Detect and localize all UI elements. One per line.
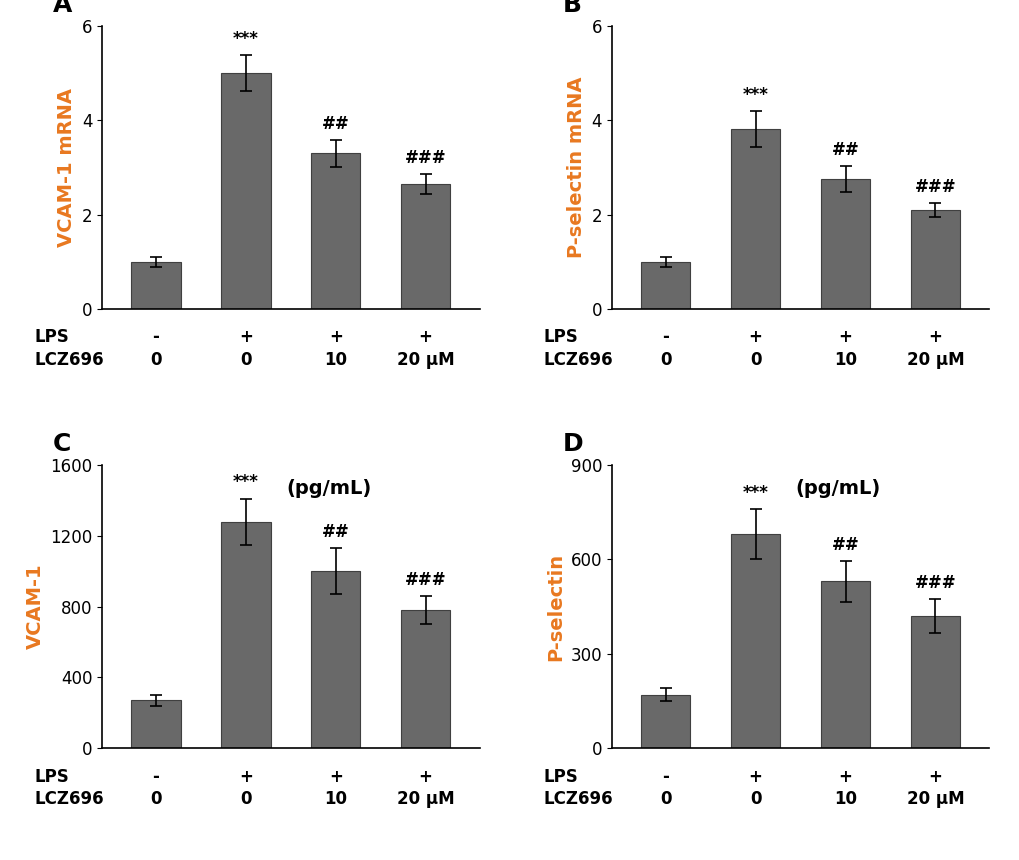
- Text: -: -: [153, 329, 159, 347]
- Bar: [221, 73, 270, 309]
- Text: ###: ###: [405, 149, 446, 167]
- Bar: [640, 695, 690, 748]
- Text: ###: ###: [914, 178, 956, 196]
- Text: ##: ##: [830, 536, 859, 554]
- Text: ###: ###: [914, 574, 956, 592]
- Text: +: +: [238, 767, 253, 785]
- Text: 20 μM: 20 μM: [396, 351, 454, 369]
- Text: 20 μM: 20 μM: [906, 351, 963, 369]
- Text: 0: 0: [749, 351, 760, 369]
- Text: LCZ696: LCZ696: [543, 351, 612, 369]
- Text: -: -: [661, 329, 668, 347]
- Bar: [131, 262, 180, 309]
- Y-axis label: P-selectin mRNA: P-selectin mRNA: [567, 77, 585, 258]
- Text: +: +: [238, 329, 253, 347]
- Text: 0: 0: [239, 790, 252, 808]
- Text: +: +: [927, 767, 942, 785]
- Bar: [400, 184, 450, 309]
- Text: 0: 0: [659, 790, 671, 808]
- Text: -: -: [661, 767, 668, 785]
- Text: ***: ***: [232, 474, 259, 491]
- Text: ##: ##: [322, 523, 350, 541]
- Bar: [820, 179, 869, 309]
- Text: +: +: [838, 329, 852, 347]
- Bar: [311, 153, 360, 309]
- Bar: [400, 610, 450, 748]
- Bar: [910, 210, 959, 309]
- Text: LCZ696: LCZ696: [34, 351, 104, 369]
- Text: 0: 0: [150, 351, 162, 369]
- Bar: [731, 534, 780, 748]
- Text: +: +: [927, 329, 942, 347]
- Text: +: +: [419, 767, 432, 785]
- Text: (pg/mL): (pg/mL): [285, 479, 371, 498]
- Text: +: +: [748, 767, 762, 785]
- Text: B: B: [562, 0, 581, 17]
- Text: 10: 10: [324, 351, 346, 369]
- Text: A: A: [53, 0, 72, 17]
- Text: 10: 10: [324, 790, 346, 808]
- Bar: [910, 616, 959, 748]
- Text: +: +: [328, 329, 342, 347]
- Bar: [820, 581, 869, 748]
- Text: LCZ696: LCZ696: [34, 790, 104, 808]
- Text: 0: 0: [150, 790, 162, 808]
- Text: 10: 10: [834, 351, 856, 369]
- Text: (pg/mL): (pg/mL): [795, 479, 880, 498]
- Text: LPS: LPS: [543, 767, 578, 785]
- Bar: [731, 129, 780, 309]
- Text: ###: ###: [405, 571, 446, 589]
- Text: +: +: [328, 767, 342, 785]
- Text: ##: ##: [830, 141, 859, 159]
- Y-axis label: VCAM-1 mRNA: VCAM-1 mRNA: [57, 88, 76, 247]
- Text: +: +: [419, 329, 432, 347]
- Text: ***: ***: [742, 484, 768, 502]
- Bar: [311, 571, 360, 748]
- Text: LCZ696: LCZ696: [543, 790, 612, 808]
- Text: LPS: LPS: [543, 329, 578, 347]
- Text: 0: 0: [749, 790, 760, 808]
- Text: 20 μM: 20 μM: [396, 790, 454, 808]
- Text: ***: ***: [232, 30, 259, 48]
- Text: 20 μM: 20 μM: [906, 790, 963, 808]
- Text: 0: 0: [659, 351, 671, 369]
- Text: LPS: LPS: [34, 329, 68, 347]
- Y-axis label: VCAM-1: VCAM-1: [25, 564, 45, 649]
- Text: +: +: [748, 329, 762, 347]
- Text: C: C: [53, 433, 71, 457]
- Text: +: +: [838, 767, 852, 785]
- Text: ##: ##: [322, 115, 350, 133]
- Text: LPS: LPS: [34, 767, 68, 785]
- Bar: [640, 262, 690, 309]
- Text: ***: ***: [742, 86, 768, 104]
- Text: 0: 0: [239, 351, 252, 369]
- Text: D: D: [562, 433, 583, 457]
- Bar: [221, 521, 270, 748]
- Bar: [131, 700, 180, 748]
- Y-axis label: P-selectin: P-selectin: [545, 552, 565, 660]
- Text: -: -: [153, 767, 159, 785]
- Text: 10: 10: [834, 790, 856, 808]
